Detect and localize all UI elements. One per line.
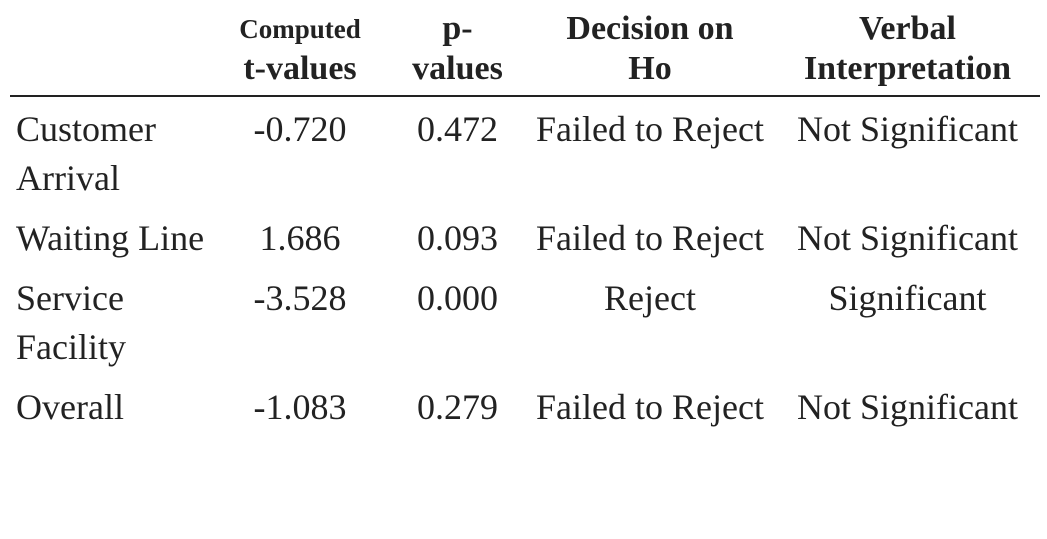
table-body: Customer Arrival -0.720 0.472 Failed to Rej… bbox=[10, 96, 1040, 435]
header-text: t-values bbox=[243, 50, 357, 87]
header-cell: p-values bbox=[390, 4, 525, 97]
table-cell: 1.686 bbox=[259, 218, 341, 258]
table-cell: Failed to Reject bbox=[536, 218, 764, 258]
header-text: Verbal bbox=[859, 10, 956, 47]
table-cell: 0.000 bbox=[417, 278, 498, 318]
table-cell: 0.472 bbox=[417, 109, 498, 149]
header-text: Computed bbox=[239, 14, 361, 44]
table-cell: -1.083 bbox=[253, 387, 347, 427]
row-label: Overall bbox=[16, 387, 124, 427]
header-text: Ho bbox=[628, 50, 672, 87]
table-cell: 0.279 bbox=[417, 387, 498, 427]
header-text: Decision on bbox=[566, 10, 734, 47]
table-cell: Not Significant bbox=[797, 218, 1018, 258]
table-cell: Reject bbox=[604, 278, 696, 318]
table-row: Waiting Line 1.686 0.093 Failed to Reject No… bbox=[10, 206, 1040, 266]
results-table: Computed t-values p-values Decision on Ho Ver… bbox=[10, 4, 1040, 435]
header-text: p- bbox=[442, 10, 473, 47]
table-cell: -0.720 bbox=[253, 109, 347, 149]
header-cell: Computed t-values bbox=[210, 4, 390, 97]
table-cell: Not Significant bbox=[797, 109, 1018, 149]
header-cell: Verbal Interpretation bbox=[775, 4, 1040, 97]
table-cell: Not Significant bbox=[797, 387, 1018, 427]
table-cell: Failed to Reject bbox=[536, 109, 764, 149]
table-row: Customer Arrival -0.720 0.472 Failed to Rej… bbox=[10, 96, 1040, 206]
table-cell: 0.093 bbox=[417, 218, 498, 258]
header-cell bbox=[10, 4, 210, 97]
table-cell: Failed to Reject bbox=[536, 387, 764, 427]
table-row: Service Facility -3.528 0.000 Reject Signifi… bbox=[10, 266, 1040, 375]
header-row: Computed t-values p-values Decision on Ho Ver… bbox=[10, 4, 1040, 97]
table-cell: Significant bbox=[828, 278, 987, 318]
row-label: Customer Arrival bbox=[16, 109, 156, 198]
row-label: Service Facility bbox=[16, 278, 126, 367]
header-cell: Decision on Ho bbox=[525, 4, 775, 97]
header-text: Interpretation bbox=[803, 50, 1012, 87]
row-label: Waiting Line bbox=[16, 218, 205, 258]
header-text: values bbox=[412, 50, 503, 87]
table-cell: -3.528 bbox=[253, 278, 347, 318]
table-row: Overall -1.083 0.279 Failed to Reject Not Si… bbox=[10, 375, 1040, 435]
